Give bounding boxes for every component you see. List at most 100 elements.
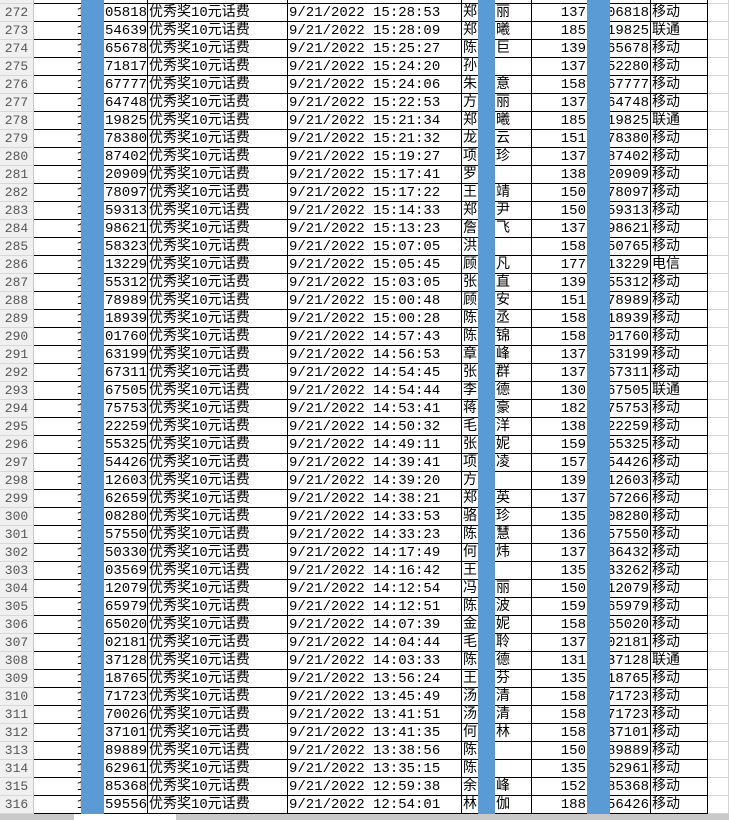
given-name-cell[interactable]: 豪 (495, 400, 532, 418)
prize-cell[interactable]: 优秀奖10元话费 (148, 76, 288, 94)
datetime-cell[interactable]: 9/21/2022 14:39:41 (288, 454, 462, 472)
row-header[interactable]: 314 (0, 760, 34, 778)
row-header[interactable]: 279 (0, 130, 34, 148)
row-header[interactable]: 307 (0, 634, 34, 652)
phone-prefix-2-cell[interactable]: 188 (532, 796, 587, 814)
phone-suffix-cell[interactable]: 54639 (104, 22, 148, 40)
carrier-cell[interactable]: 移动 (651, 544, 708, 562)
given-name-cell[interactable]: 慧 (495, 526, 532, 544)
phone-prefix-2-cell[interactable]: 131 (532, 652, 587, 670)
given-name-cell[interactable] (495, 166, 532, 184)
datetime-cell[interactable]: 9/21/2022 14:54:44 (288, 382, 462, 400)
empty-cell[interactable] (708, 472, 729, 490)
datetime-cell[interactable]: 9/21/2022 15:24:06 (288, 76, 462, 94)
given-name-cell[interactable] (495, 742, 532, 760)
phone-prefix-2-cell[interactable]: 152 (532, 778, 587, 796)
carrier-cell[interactable]: 移动 (651, 724, 708, 742)
phone-suffix-cell[interactable]: 59313 (104, 202, 148, 220)
carrier-cell[interactable]: 移动 (651, 238, 708, 256)
phone-suffix-cell[interactable]: 87402 (104, 148, 148, 166)
phone-suffix-2-cell[interactable]: 78097 (587, 184, 651, 202)
phone-suffix-cell[interactable]: 64748 (104, 94, 148, 112)
prize-cell[interactable]: 优秀奖10元话费 (148, 778, 288, 796)
prize-cell[interactable]: 优秀奖10元话费 (148, 490, 288, 508)
phone-suffix-cell[interactable]: 67505 (104, 382, 148, 400)
prize-cell[interactable]: 优秀奖10元话费 (148, 706, 288, 724)
empty-cell[interactable] (708, 706, 729, 724)
row-header[interactable]: 280 (0, 148, 34, 166)
phone-suffix-2-cell[interactable]: 78989 (587, 292, 651, 310)
datetime-cell[interactable]: 9/21/2022 13:41:35 (288, 724, 462, 742)
phone-suffix-2-cell[interactable] (587, 0, 651, 4)
carrier-cell[interactable]: 移动 (651, 778, 708, 796)
prize-cell[interactable]: 优秀奖10元话费 (148, 652, 288, 670)
row-header[interactable]: 290 (0, 328, 34, 346)
prize-cell[interactable]: 优秀奖10元话费 (148, 238, 288, 256)
phone-suffix-cell[interactable]: 19825 (104, 112, 148, 130)
datetime-cell[interactable]: 9/21/2022 14:33:23 (288, 526, 462, 544)
empty-cell[interactable] (708, 184, 729, 202)
phone-suffix-2-cell[interactable]: 75753 (587, 400, 651, 418)
empty-cell[interactable] (708, 292, 729, 310)
phone-prefix-2-cell[interactable]: 151 (532, 130, 587, 148)
row-header[interactable]: 274 (0, 40, 34, 58)
carrier-cell[interactable]: 移动 (651, 796, 708, 814)
prize-cell[interactable]: 优秀奖10元话费 (148, 508, 288, 526)
carrier-cell[interactable]: 联通 (651, 112, 708, 130)
empty-cell[interactable] (708, 454, 729, 472)
phone-suffix-cell[interactable]: 22259 (104, 418, 148, 436)
prize-cell[interactable]: 优秀奖10元话费 (148, 220, 288, 238)
phone-suffix-cell[interactable]: 85368 (104, 778, 148, 796)
phone-suffix-2-cell[interactable]: 52280 (587, 58, 651, 76)
phone-suffix-2-cell[interactable]: 67266 (587, 490, 651, 508)
phone-suffix-cell[interactable]: 12079 (104, 580, 148, 598)
phone-suffix-2-cell[interactable]: 13229 (587, 256, 651, 274)
phone-suffix-2-cell[interactable]: 57550 (587, 526, 651, 544)
given-name-cell[interactable]: 伽 (495, 796, 532, 814)
empty-cell[interactable] (708, 796, 729, 814)
prize-cell[interactable]: 优秀奖10元话费 (148, 418, 288, 436)
row-header[interactable] (0, 0, 34, 4)
phone-prefix-2-cell[interactable]: 137 (532, 634, 587, 652)
given-name-cell[interactable]: 曦 (495, 112, 532, 130)
prize-cell[interactable]: 优秀奖10元话费 (148, 58, 288, 76)
given-name-cell[interactable]: 聆 (495, 634, 532, 652)
phone-suffix-2-cell[interactable]: 59313 (587, 202, 651, 220)
empty-cell[interactable] (708, 598, 729, 616)
phone-suffix-cell[interactable]: 08280 (104, 508, 148, 526)
prize-cell[interactable]: 优秀奖10元话费 (148, 742, 288, 760)
row-header[interactable]: 308 (0, 652, 34, 670)
phone-prefix-2-cell[interactable]: 158 (532, 310, 587, 328)
prize-cell[interactable]: 优秀奖10元话费 (148, 670, 288, 688)
carrier-cell[interactable]: 移动 (651, 400, 708, 418)
datetime-cell[interactable]: 9/21/2022 14:12:54 (288, 580, 462, 598)
datetime-cell[interactable]: 9/21/2022 14:16:42 (288, 562, 462, 580)
datetime-cell[interactable]: 9/21/2022 15:22:53 (288, 94, 462, 112)
carrier-cell[interactable]: 移动 (651, 184, 708, 202)
phone-suffix-2-cell[interactable]: 54426 (587, 454, 651, 472)
datetime-cell[interactable]: 9/21/2022 15:21:34 (288, 112, 462, 130)
datetime-cell[interactable]: 9/21/2022 13:56:24 (288, 670, 462, 688)
given-name-cell[interactable]: 峰 (495, 346, 532, 364)
row-header[interactable]: 289 (0, 310, 34, 328)
row-header[interactable]: 311 (0, 706, 34, 724)
phone-prefix-2-cell[interactable]: 159 (532, 598, 587, 616)
datetime-cell[interactable]: 9/21/2022 15:07:05 (288, 238, 462, 256)
carrier-cell[interactable]: 联通 (651, 22, 708, 40)
phone-suffix-cell[interactable]: 63199 (104, 346, 148, 364)
phone-suffix-2-cell[interactable]: 33262 (587, 562, 651, 580)
empty-cell[interactable] (708, 364, 729, 382)
prize-cell[interactable]: 优秀奖10元话费 (148, 4, 288, 22)
phone-suffix-cell[interactable]: 02181 (104, 634, 148, 652)
empty-cell[interactable] (708, 760, 729, 778)
empty-cell[interactable] (708, 742, 729, 760)
phone-suffix-2-cell[interactable]: 19825 (587, 22, 651, 40)
carrier-cell[interactable]: 联通 (651, 382, 708, 400)
phone-prefix-2-cell[interactable]: 185 (532, 22, 587, 40)
row-header[interactable]: 286 (0, 256, 34, 274)
carrier-cell[interactable]: 移动 (651, 166, 708, 184)
prize-cell[interactable]: 优秀奖10元话费 (148, 364, 288, 382)
given-name-cell[interactable]: 妮 (495, 436, 532, 454)
phone-prefix-2-cell[interactable]: 137 (532, 346, 587, 364)
